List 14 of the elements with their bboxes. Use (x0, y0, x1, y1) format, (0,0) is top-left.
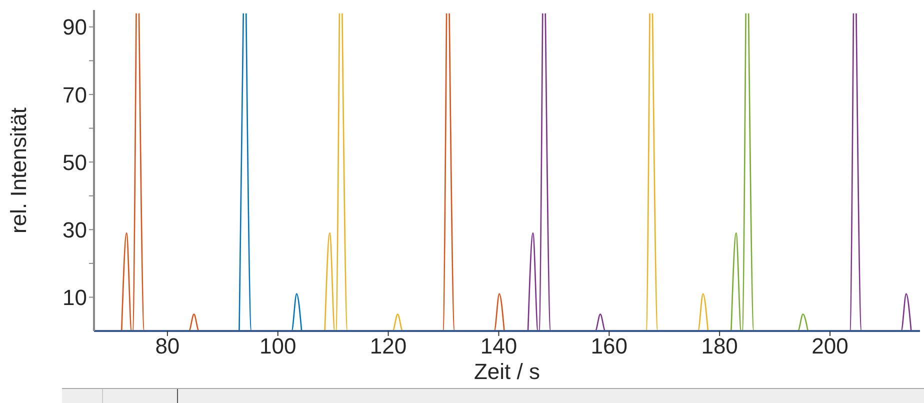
x-tick-label: 100 (260, 334, 296, 359)
x-tick-label: 120 (370, 334, 407, 359)
x-tick-label: 140 (480, 334, 518, 359)
y-tick-label: 50 (62, 150, 87, 175)
y-tick-label: 90 (62, 14, 87, 40)
y-axis-title: rel. Intensität (6, 108, 31, 234)
x-tick-label: 200 (812, 334, 848, 359)
y-tick-label: 10 (62, 285, 87, 310)
y-tick-label: 30 (62, 217, 87, 242)
x-axis-title: Zeit / s (474, 359, 540, 384)
x-tick-label: 160 (590, 334, 628, 359)
x-tick-label: 80 (155, 334, 180, 359)
x-tick-label: 180 (701, 334, 738, 359)
y-tick-label: 70 (62, 82, 87, 108)
